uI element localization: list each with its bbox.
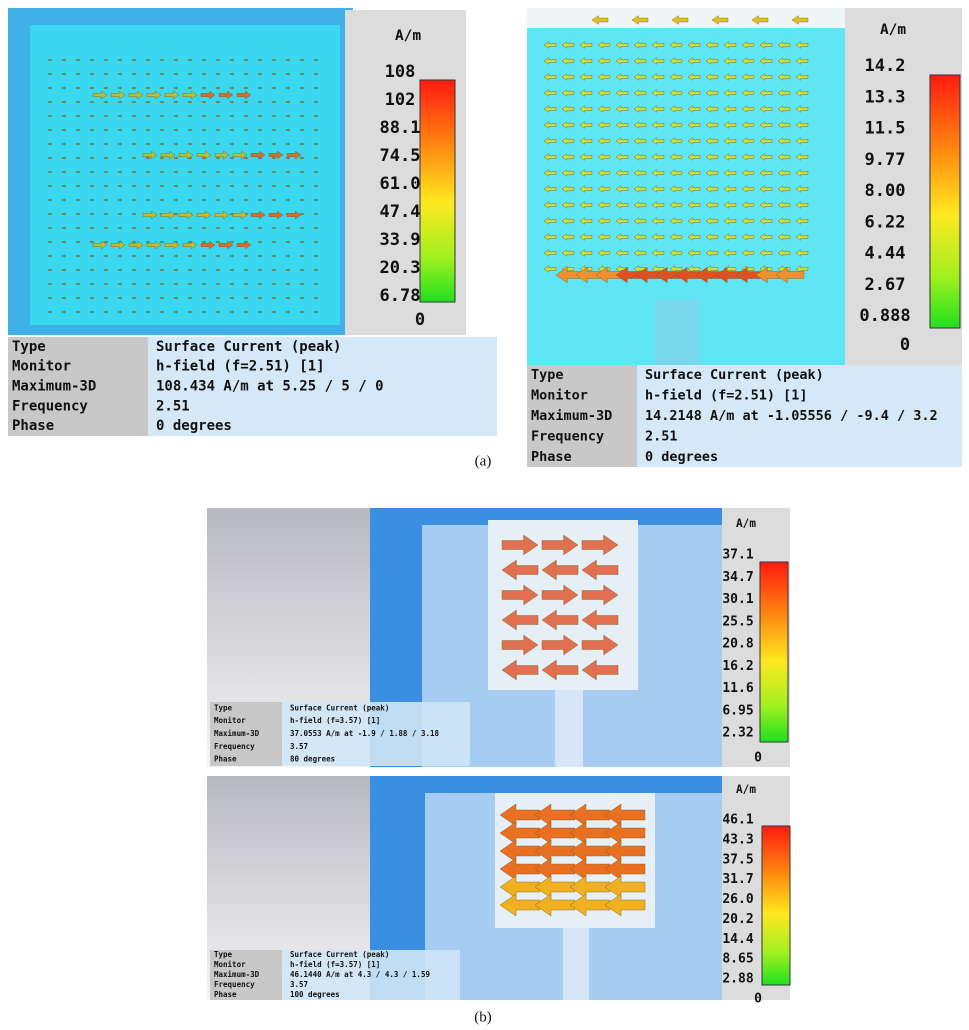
scale-label: 33.9 <box>380 230 421 250</box>
scale-label: 0.888 <box>859 306 910 326</box>
info-label: Type <box>531 367 564 383</box>
info-label: Frequency <box>531 428 604 444</box>
info-value: 46.1440 A/m at 4.3 / 4.3 / 1.59 <box>290 970 430 979</box>
scale-label: 14.2 <box>865 56 906 76</box>
scale-label: 26.0 <box>722 892 753 907</box>
scale-label: 20.2 <box>722 912 753 927</box>
scale-label: 0 <box>754 751 762 766</box>
info-label: Monitor <box>214 960 246 969</box>
info-label: Maximum-3D <box>214 970 260 979</box>
info-value: 0 degrees <box>645 449 718 465</box>
scale-label: 74.5 <box>380 146 421 166</box>
scale-label: 20.8 <box>722 637 753 652</box>
scale-label: 8.00 <box>865 181 906 201</box>
colorbar <box>930 75 960 328</box>
unit-label: A/m <box>395 28 421 44</box>
scale-label: 30.1 <box>722 592 753 607</box>
info-label: Maximum-3D <box>12 379 96 395</box>
info-value: Surface Current (peak) <box>290 950 389 959</box>
scale-label: 2.32 <box>722 726 753 741</box>
feed <box>655 300 700 365</box>
scale-label: 37.5 <box>722 852 753 867</box>
unit-label: A/m <box>880 22 906 38</box>
info-label: Phase <box>214 990 237 999</box>
info-value: h-field (f=2.51) [1] <box>645 388 808 404</box>
substrate <box>30 25 340 325</box>
info-label: Type <box>214 703 233 712</box>
scale-label: 102 <box>385 90 416 110</box>
scale-label: 46.1 <box>722 813 753 828</box>
scale-label: 6.78 <box>380 286 421 306</box>
info-value: 108.434 A/m at 5.25 / 5 / 0 <box>156 379 384 395</box>
info-value: 3.57 <box>290 980 308 989</box>
scale-label: 16.2 <box>722 659 753 674</box>
info-label: Phase <box>214 755 237 764</box>
info-label: Type <box>214 950 233 959</box>
info-label: Maximum-3D <box>531 408 612 424</box>
unit-label: A/m <box>736 783 756 796</box>
info-value: h-field (f=3.57) [1] <box>290 716 380 725</box>
info-label: Monitor <box>531 388 588 404</box>
info-label: Monitor <box>214 716 246 725</box>
info-value: 80 degrees <box>290 755 335 764</box>
info-label: Type <box>12 339 46 355</box>
caption: (b) <box>474 1009 492 1025</box>
info-value: 100 degrees <box>290 990 340 999</box>
info-label: Phase <box>12 418 54 434</box>
scale-label: 6.95 <box>722 703 753 718</box>
scale-label: 6.22 <box>865 212 906 232</box>
scale-label: 9.77 <box>865 150 906 170</box>
info-value: 0 degrees <box>156 418 232 434</box>
unit-label: A/m <box>736 517 756 530</box>
scale-label: 11.6 <box>722 681 753 696</box>
scale-label: 108 <box>385 62 416 82</box>
scale-label: 4.44 <box>865 244 906 264</box>
info-value: 14.2148 A/m at -1.05556 / -9.4 / 3.2 <box>645 408 938 424</box>
info-value: Surface Current (peak) <box>156 339 341 355</box>
info-label: Phase <box>531 449 572 465</box>
scale-label: 13.3 <box>865 87 906 107</box>
scale-label: 25.5 <box>722 614 753 629</box>
info-value: Surface Current (peak) <box>290 703 389 712</box>
info-value: h-field (f=2.51) [1] <box>156 359 325 375</box>
info-value: 2.51 <box>645 428 678 444</box>
scale-label: 0 <box>754 992 762 1007</box>
scale-label: 2.88 <box>722 972 753 987</box>
scale-label: 34.7 <box>722 570 753 585</box>
info-label: Maximum-3D <box>214 729 260 738</box>
info-value: Surface Current (peak) <box>645 367 824 383</box>
scale-label: 61.0 <box>380 174 421 194</box>
scale-label: 0 <box>415 310 425 330</box>
scale-label: 0 <box>900 335 910 355</box>
feed <box>563 928 589 1000</box>
colorbar <box>762 826 790 985</box>
info-label: Frequency <box>214 742 255 751</box>
scale-label: 37.1 <box>722 548 753 563</box>
info-label: Frequency <box>12 398 88 414</box>
scale-label: 47.4 <box>380 202 421 222</box>
info-value: 37.0553 A/m at -1.9 / 1.88 / 3.18 <box>290 729 439 738</box>
scale-label: 20.3 <box>380 258 421 278</box>
scale-label: 88.1 <box>380 118 421 138</box>
scale-label: 2.67 <box>865 275 906 295</box>
info-value: 3.57 <box>290 742 308 751</box>
info-value: h-field (f=3.57) [1] <box>290 960 380 969</box>
info-label: Frequency <box>214 980 255 989</box>
scale-label: 31.7 <box>722 872 753 887</box>
figure: (a) (b) A/m 108 102 88.1 74.5 61.0 47.4 33.9 20.… <box>0 0 969 1030</box>
colorbar <box>760 562 788 742</box>
info-label: Monitor <box>12 359 71 375</box>
info-value: 2.51 <box>156 398 190 414</box>
feed <box>555 690 583 767</box>
caption: (a) <box>475 453 492 469</box>
scale-label: 11.5 <box>865 119 906 139</box>
colorbar <box>420 80 455 302</box>
scale-label: 43.3 <box>722 832 753 847</box>
scale-label: 8.65 <box>722 952 753 967</box>
scale-label: 14.4 <box>722 932 753 947</box>
